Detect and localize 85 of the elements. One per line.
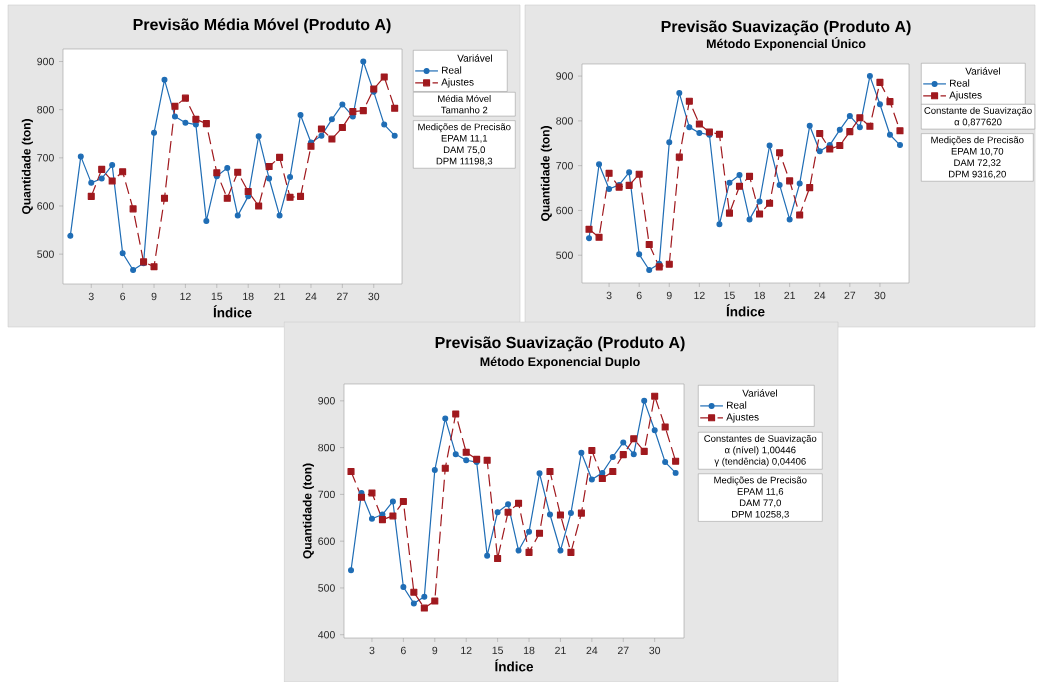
x-tick-label: 30 [368,292,380,301]
y-tick-label: 700 [37,154,54,162]
x-tick-label: 6 [400,646,406,655]
x-tick-label: 6 [120,292,126,301]
y-tick-label: 400 [318,631,335,639]
legend-label: Ajustes [949,91,982,101]
x-tick-label: 30 [874,291,886,300]
y-tick-label: 600 [318,537,335,545]
x-tick-label: 24 [814,291,826,300]
x-tick-label: 9 [432,646,438,655]
y-tick-label: 800 [318,443,335,452]
chart-subtitle: Método Exponencial Duplo [480,356,640,369]
x-tick-label: 3 [88,292,94,301]
legend-title: Variável [457,54,492,62]
text: DPM 9316,20 [949,170,1006,179]
x-tick-label: 21 [784,291,795,300]
y-tick-label: 500 [556,251,573,259]
text: DPM 10258,3 [732,510,789,519]
text: α 0,877620 [954,118,1002,127]
x-tick-label: 15 [211,292,223,301]
text: Medições de Precisão [418,123,511,133]
y-tick-label: 800 [556,117,573,125]
y-tick-label: 700 [318,490,335,499]
x-tick-label: 21 [555,646,566,655]
text: DAM 77,0 [739,499,782,508]
x-tick-label: 18 [754,291,765,300]
chart-subtitle: Método Exponencial Único [706,36,866,51]
text: Tamanho 2 [441,106,488,114]
legend-label: Real [950,79,970,87]
y-tick-label: 600 [37,202,54,210]
y-tick-label: 900 [556,72,573,80]
x-tick-label: 3 [606,291,612,300]
x-tick-label: 9 [666,291,672,300]
text: EPAM 10,70 [951,147,1004,156]
y-axis-title: Quantidade (ton) [302,463,314,559]
y-tick-label: 900 [318,397,335,405]
x-tick-label: 18 [243,292,254,301]
legend-label: Real [727,401,747,409]
x-tick-label: 24 [305,292,317,301]
x-tick-label: 21 [274,292,285,301]
x-axis-title: Índice [726,304,765,317]
text: DAM 75,0 [443,146,485,155]
x-tick-label: 30 [649,646,661,655]
chart-title: Previsão Suavização (Produto A) [435,336,685,352]
x-tick-label: 6 [636,291,642,300]
text: Medições de Precisão [714,476,807,486]
chart-title: Previsão Suavização (Produto A) [661,20,911,36]
y-tick-label: 700 [556,161,573,170]
y-tick-label: 500 [318,584,335,592]
text: α (nível) 1,00446 [724,446,796,456]
y-axis-title: Quantidade (ton) [21,119,33,214]
x-tick-label: 12 [694,291,705,300]
text: DPM 11198,3 [436,157,493,166]
text: γ (tendência) 0,04406 [714,457,806,467]
x-tick-label: 12 [461,646,472,655]
text: EPAM 11,1 [441,135,488,143]
legend-title: Variável [742,389,777,397]
legend-label: Ajustes [441,78,474,88]
y-axis-title: Quantidade (ton) [540,126,552,221]
x-tick-label: 18 [523,646,535,655]
x-axis-title: Índice [495,659,534,672]
chart-title: Previsão Média Móvel (Produto A) [133,18,391,34]
text: EPAM 11,6 [737,488,784,496]
y-tick-label: 800 [37,105,54,114]
x-tick-label: 27 [337,292,348,301]
x-tick-label: 24 [586,646,598,655]
y-tick-label: 900 [37,57,54,66]
x-tick-label: 15 [492,646,504,655]
text: Medições de Precisão [931,136,1024,146]
text: DAM 72,32 [954,159,1001,168]
text: Constante de Suavização [924,106,1032,116]
x-tick-label: 3 [369,646,375,655]
x-axis-title: Índice [213,305,252,318]
text: Média Móvel [438,94,491,102]
x-tick-label: 12 [180,292,191,301]
legend-title: Variável [965,67,1000,75]
y-tick-label: 600 [556,206,573,215]
y-tick-label: 500 [37,250,54,258]
x-tick-label: 27 [844,291,856,300]
legend-label: Real [442,66,462,74]
x-tick-label: 9 [151,292,157,301]
x-tick-label: 15 [724,291,735,300]
legend-label: Ajustes [726,413,759,423]
x-tick-label: 27 [617,646,629,655]
text: Constantes de Suavização [704,434,817,444]
